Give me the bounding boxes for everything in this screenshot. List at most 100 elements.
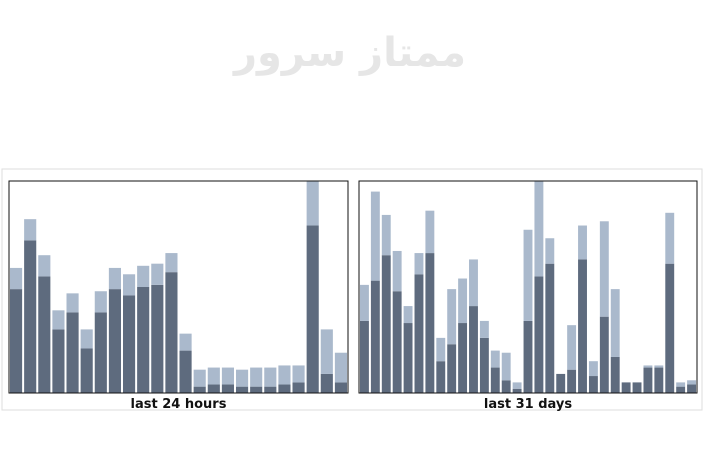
bar-segment: [381, 214, 391, 256]
bar-segment: [278, 365, 291, 385]
frame: [1, 168, 703, 411]
chart-label: last 31 days: [484, 397, 572, 412]
bar-segment: [479, 337, 489, 393]
bar-segment: [490, 367, 500, 393]
bar-segment: [687, 384, 696, 393]
bar-segment: [392, 291, 402, 393]
bar-segment: [567, 325, 577, 370]
bar-segment: [250, 386, 263, 393]
bar-segment: [599, 221, 609, 317]
bar-segment: [599, 316, 609, 393]
bar-segment: [264, 367, 277, 387]
bar-segment: [610, 289, 620, 357]
bar-segment: [578, 259, 587, 393]
bar-segment: [66, 312, 79, 393]
bar-segment: [334, 382, 347, 393]
bar-segment: [123, 295, 136, 393]
bar-segment: [458, 278, 468, 324]
bar-segment: [94, 312, 107, 393]
bar-segment: [512, 382, 522, 389]
bar-segment: [490, 350, 500, 368]
bar-segment: [447, 289, 457, 345]
bar-segment: [381, 255, 391, 393]
bar-segment: [458, 323, 468, 393]
bar-segment: [643, 367, 653, 393]
bar-segment: [207, 367, 220, 385]
bar-segment: [610, 356, 620, 393]
bar-segment: [654, 367, 664, 393]
bar-segment: [534, 276, 544, 393]
bar-segment: [436, 361, 446, 393]
bar-segment: [360, 320, 369, 393]
bar-segment: [501, 380, 511, 393]
bar-segment: [534, 181, 544, 277]
bar-segment: [80, 329, 93, 349]
bar-segment: [414, 253, 424, 275]
bar-segment: [207, 384, 220, 393]
bar-segment: [193, 386, 206, 393]
bar-segment: [370, 280, 380, 393]
bar-segment: [221, 367, 234, 385]
bar-segment: [447, 344, 457, 393]
bar-segment: [80, 348, 93, 393]
bar-segment: [676, 386, 686, 393]
bar-segment: [676, 382, 686, 387]
bar-segment: [665, 263, 675, 393]
plot-border: [8, 180, 349, 394]
bar-segment: [334, 352, 347, 383]
bar-segment: [436, 337, 446, 362]
bar-segment: [567, 369, 577, 393]
bar-segment: [306, 225, 319, 393]
bar-segment: [236, 369, 249, 387]
bar-segment: [24, 219, 37, 241]
bar-segment: [545, 238, 555, 264]
bar-segment: [38, 276, 51, 393]
bar-segment: [320, 329, 333, 374]
bar-segment: [151, 284, 164, 393]
bar-segment: [52, 310, 65, 330]
bar-segment: [137, 287, 150, 393]
bar-segment: [108, 289, 121, 393]
bar-segment: [469, 259, 478, 307]
bar-segment: [137, 265, 150, 287]
bar-segment: [523, 229, 533, 321]
bar-segment: [687, 380, 696, 385]
bar-segment: [403, 306, 413, 324]
bar-segment: [165, 272, 178, 393]
bar-segment: [370, 191, 380, 281]
bar-segment: [588, 376, 598, 393]
watermark: ممتاز سرور: [232, 30, 466, 76]
bar-segment: [654, 365, 664, 368]
bar-segment: [665, 212, 675, 264]
bar-segment: [38, 255, 51, 277]
bar-segment: [425, 253, 435, 393]
bar-segment: [165, 253, 178, 273]
bar-segment: [632, 382, 642, 393]
bar-segment: [414, 274, 424, 393]
bar-segment: [545, 263, 555, 393]
bar-segment: [108, 267, 121, 290]
bar-segment: [425, 210, 435, 254]
bar-segment: [292, 382, 305, 393]
bar-segment: [501, 352, 511, 381]
bar-segment: [320, 373, 333, 393]
bar-segment: [523, 320, 533, 393]
bar-segment: [10, 267, 23, 290]
bar-segment: [250, 367, 263, 387]
bar-segment: [10, 289, 23, 393]
bar-segment: [360, 284, 369, 321]
bar-segment: [403, 323, 413, 393]
bar-segment: [278, 384, 291, 393]
bar-segment: [392, 250, 402, 292]
bar-segment: [469, 306, 478, 393]
bar-segment: [221, 384, 234, 393]
bar-segment: [66, 293, 79, 313]
bar-segment: [643, 365, 653, 368]
bar-segment: [179, 350, 192, 393]
bar-segment: [193, 369, 206, 387]
bar-segment: [52, 329, 65, 393]
chart-label: last 24 hours: [131, 397, 227, 412]
bar-segment: [512, 388, 522, 393]
bar-segment: [578, 225, 587, 260]
